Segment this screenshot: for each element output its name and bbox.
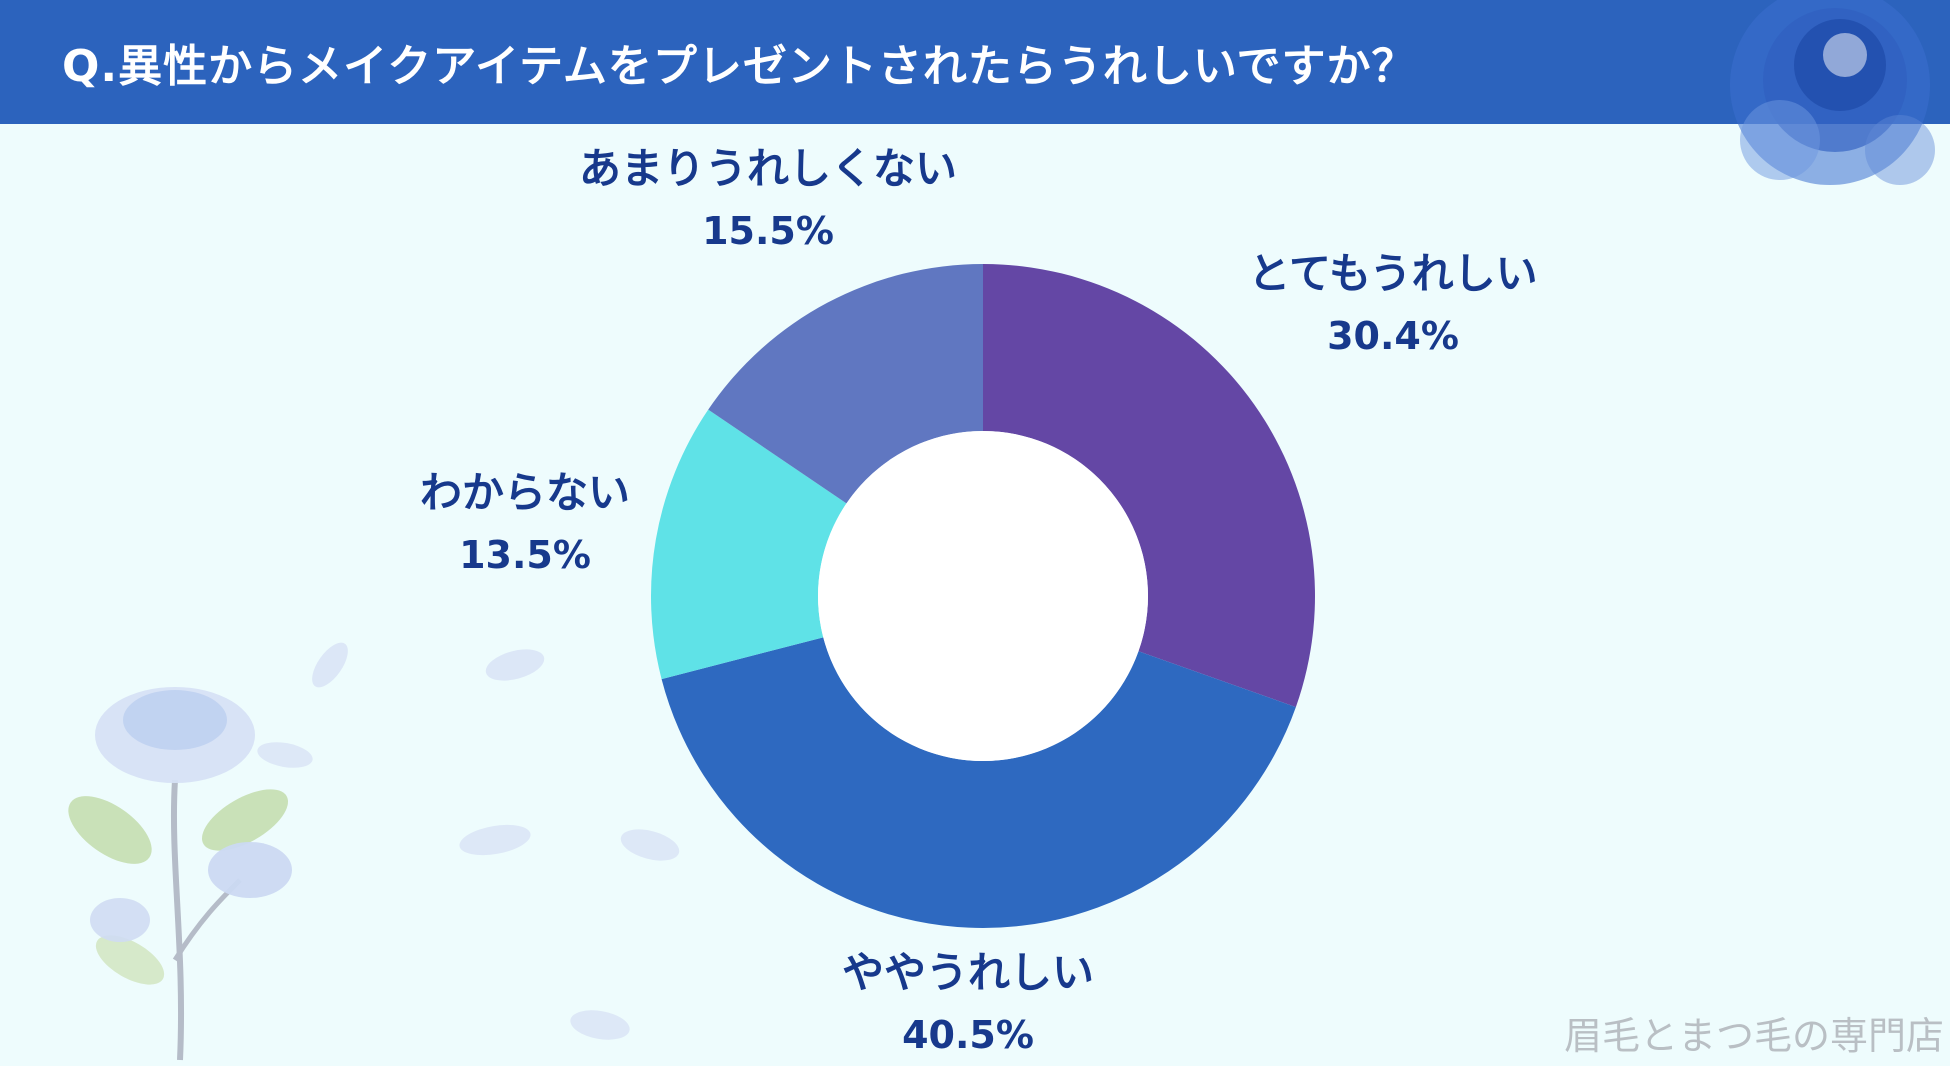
slice-label-very-happy: とてもうれしい 30.4%: [1248, 243, 1537, 367]
slice-label-text: とてもうれしい: [1248, 249, 1538, 298]
slice-label-dont-know: わからない 13.5%: [420, 462, 630, 586]
donut-slice-0: [983, 264, 1315, 708]
slice-value-label: 13.5%: [459, 533, 591, 577]
chart-title: Q.異性からメイクアイテムをプレゼントされたらうれしいですか？: [62, 41, 1417, 92]
slice-label-somewhat-happy: ややうれしい 40.5%: [842, 942, 1094, 1066]
slice-label-text: あまりうれしくない: [578, 144, 958, 193]
slice-value-label: 15.5%: [702, 209, 834, 253]
slice-value-label: 40.5%: [902, 1013, 1034, 1057]
slice-label-text: わからない: [419, 468, 631, 517]
donut-slice-1: [661, 637, 1296, 928]
donut-slice-3: [708, 264, 983, 504]
donut-slice-2: [651, 409, 847, 680]
watermark: 眉毛とまつ毛の専門店: [1563, 1014, 1944, 1058]
title-banner: Q.異性からメイクアイテムをプレゼントされたらうれしいですか？: [0, 0, 1950, 124]
slice-label-text: ややうれしい: [841, 948, 1095, 997]
slice-label-not-very-happy: あまりうれしくない 15.5%: [579, 138, 957, 262]
slice-value-label: 30.4%: [1327, 314, 1459, 358]
donut-hole: [818, 431, 1148, 761]
